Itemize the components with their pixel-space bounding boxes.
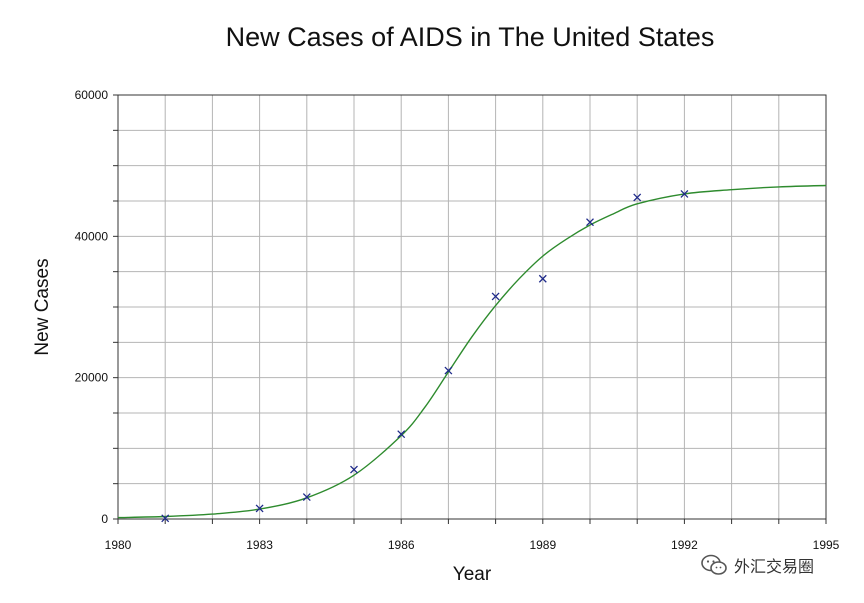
watermark: 外汇交易圈	[700, 548, 850, 582]
data-point-stroke	[397, 430, 406, 439]
x-axis-label: Year	[453, 564, 492, 585]
y-tick-label: 40000	[75, 229, 109, 243]
axes	[113, 94, 827, 524]
data-point	[444, 366, 453, 375]
data-point	[491, 292, 500, 301]
data-point-stroke	[586, 218, 594, 227]
data-point-stroke	[680, 189, 689, 198]
fitted-curve-line	[117, 184, 827, 519]
chart-title: New Cases of AIDS in The United States	[225, 22, 715, 52]
x-tick-label: 1989	[529, 538, 556, 552]
x-tick-label: 1986	[388, 538, 415, 552]
x-tick-label: 1980	[105, 538, 132, 552]
data-points-layer	[161, 189, 689, 523]
grid-lines	[117, 94, 827, 520]
wechat-icon	[701, 554, 727, 575]
y-axis-label: New Cases	[32, 258, 53, 355]
data-point	[255, 504, 264, 513]
data-point-stroke	[302, 493, 311, 502]
x-tick-label: 1995	[813, 538, 840, 552]
data-point	[302, 493, 311, 502]
data-point-stroke	[161, 514, 170, 523]
data-point	[680, 189, 689, 198]
x-tick-label: 1992	[671, 538, 698, 552]
data-point-stroke	[633, 193, 642, 202]
data-point	[350, 465, 358, 474]
data-point-stroke	[491, 292, 500, 301]
data-point	[161, 514, 170, 523]
data-point-stroke	[350, 465, 358, 474]
watermark-text: 外汇交易圈	[734, 557, 815, 576]
data-point-stroke	[444, 366, 453, 375]
data-point-stroke	[255, 504, 264, 513]
tick-labels: 1980 1983 1986 1989 1992 1995 0 20000 40000 60000	[75, 88, 840, 552]
y-tick-label: 60000	[75, 88, 109, 102]
data-point-stroke	[538, 274, 547, 283]
fitted-curve-layer	[117, 184, 827, 519]
y-tick-label: 0	[101, 512, 108, 526]
x-tick-label: 1983	[246, 538, 273, 552]
data-point	[538, 274, 547, 283]
data-point	[586, 218, 594, 227]
y-tick-label: 20000	[75, 371, 109, 385]
data-point	[633, 193, 642, 202]
data-point	[397, 430, 406, 439]
